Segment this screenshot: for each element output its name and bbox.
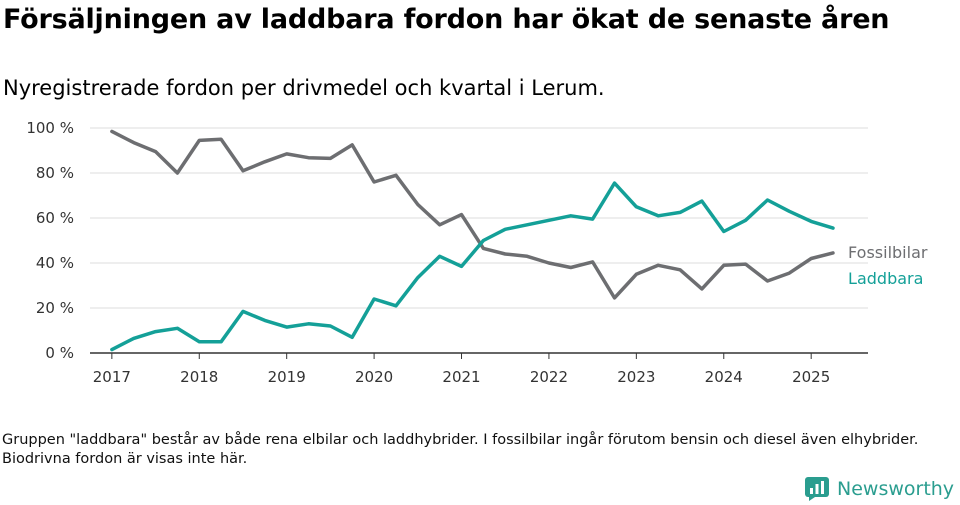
- x-tick-label: 2020: [355, 368, 393, 386]
- brand-logo: Newsworthy: [805, 474, 954, 504]
- x-axis-ticks: 2017 2018 2019 2020 2021 2022 2023 2024 2025: [93, 353, 830, 386]
- y-tick-label: 100 %: [26, 119, 74, 137]
- series-label-fossil: Fossilbilar: [848, 243, 928, 262]
- x-tick-label: 2025: [792, 368, 830, 386]
- series-labels: Fossilbilar Laddbara: [848, 243, 928, 288]
- footnote: Gruppen "laddbara" består av både rena e…: [2, 432, 919, 467]
- y-tick-label: 0 %: [45, 344, 74, 362]
- line-chart: 0 % 20 % 40 % 60 % 80 % 100 % 2017 2018 2019 202…: [26, 119, 928, 386]
- x-tick-label: 2023: [617, 368, 655, 386]
- y-tick-label: 80 %: [36, 164, 74, 182]
- x-tick-label: 2018: [180, 368, 218, 386]
- series-line-fossil: [110, 129, 835, 300]
- x-tick-label: 2024: [705, 368, 743, 386]
- chart-title: Försäljningen av laddbara fordon har öka…: [3, 4, 890, 35]
- x-tick-label: 2022: [530, 368, 568, 386]
- series-line-laddbara: [110, 181, 835, 352]
- chart-subtitle: Nyregistrerade fordon per drivmedel och …: [3, 76, 605, 100]
- y-tick-label: 60 %: [36, 209, 74, 227]
- y-tick-label: 20 %: [36, 299, 74, 317]
- y-axis-ticks: 0 % 20 % 40 % 60 % 80 % 100 %: [26, 119, 74, 362]
- grid-lines: [90, 127, 868, 309]
- y-tick-label: 40 %: [36, 254, 74, 272]
- series-label-laddbara: Laddbara: [848, 269, 923, 288]
- x-tick-label: 2021: [442, 368, 480, 386]
- brand-name: Newsworthy: [837, 478, 955, 500]
- x-tick-label: 2017: [93, 368, 131, 386]
- newsworthy-logo-icon: [805, 477, 829, 501]
- series-lines: [110, 129, 835, 352]
- x-tick-label: 2019: [268, 368, 306, 386]
